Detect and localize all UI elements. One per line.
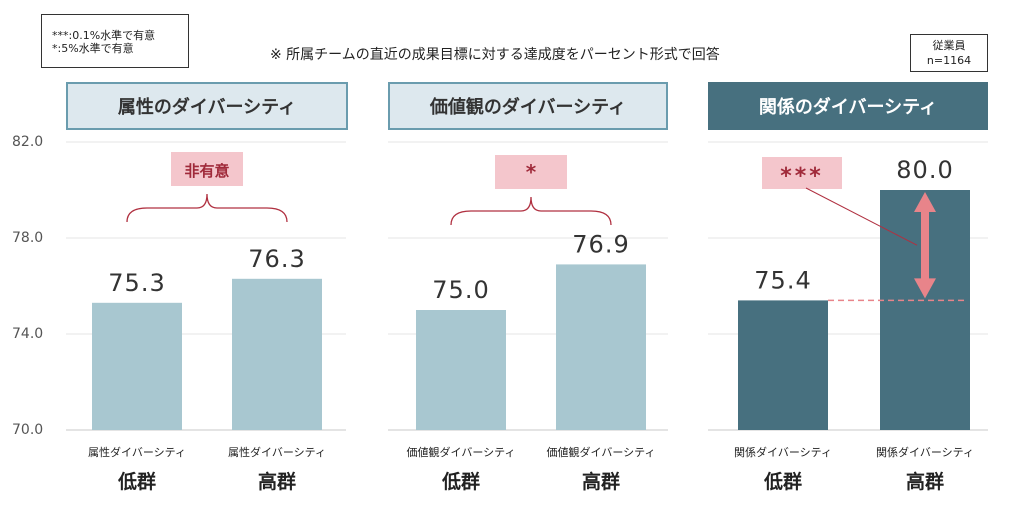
panel-title-values: 価値観のダイバーシティ: [388, 82, 668, 130]
bar-1-1: [556, 264, 646, 430]
significance-badge: [762, 157, 842, 189]
sample-n: n=1164: [926, 54, 972, 67]
category-group-label: 高群: [258, 470, 296, 493]
value-label: 80.0: [896, 156, 953, 184]
category-group-label: 高群: [582, 470, 620, 493]
significance-badge: [495, 155, 567, 189]
significance-brace: [126, 193, 288, 223]
category-group-label: 低群: [763, 470, 802, 493]
legend-line-1: ***:0.1%水準で有意: [52, 29, 156, 42]
bar-2-0: [738, 300, 828, 430]
significance-label: *: [526, 160, 537, 184]
y-tick-74: 74.0: [12, 326, 44, 342]
category-group-label: 高群: [906, 470, 944, 493]
category-sub-label: 関係ダイバーシティ: [876, 445, 974, 459]
significance-badge: [171, 152, 243, 186]
y-tick-78: 78.0: [12, 230, 44, 246]
category-sub-label: 属性ダイバーシティ: [88, 445, 186, 459]
category-sub-label: 価値観ダイバーシティ: [547, 445, 656, 459]
sample-label: 従業員: [932, 39, 966, 52]
significance-label: 非有意: [184, 162, 229, 180]
category-group-label: 低群: [117, 470, 156, 493]
category-sub-label: 属性ダイバーシティ: [228, 445, 326, 459]
category-group-label: 低群: [441, 470, 480, 493]
panel-title-relationship: 関係のダイバーシティ: [708, 82, 988, 130]
bar-0-0: [92, 302, 182, 430]
bar-0-1: [232, 278, 322, 430]
category-sub-label: 価値観ダイバーシティ: [407, 445, 516, 459]
arrow-head-up: [914, 192, 936, 212]
significance-leader-line: [805, 187, 918, 246]
value-label: 76.9: [572, 230, 629, 258]
arrow-head-down: [914, 278, 936, 299]
significance-brace: [450, 196, 612, 226]
value-label: 75.3: [108, 269, 165, 297]
significance-legend: ***:0.1%水準で有意 *:5%水準で有意: [41, 14, 189, 68]
y-tick-70: 70.0: [12, 422, 44, 438]
panel-title-attribute: 属性のダイバーシティ: [66, 82, 348, 130]
category-sub-label: 関係ダイバーシティ: [734, 445, 832, 459]
value-label: 76.3: [248, 245, 305, 273]
y-tick-82: 82.0: [12, 134, 44, 150]
value-label: 75.0: [432, 276, 489, 304]
sample-size-box: 従業員 n=1164: [910, 34, 988, 72]
survey-note: ※ 所属チームの直近の成果目標に対する達成度をパーセント形式で回答: [270, 47, 720, 63]
bar-1-0: [416, 310, 506, 430]
significance-label: ***: [780, 164, 824, 189]
arrow-shaft: [921, 210, 929, 281]
value-label: 75.4: [754, 266, 811, 294]
legend-line-2: *:5%水準で有意: [52, 42, 134, 55]
